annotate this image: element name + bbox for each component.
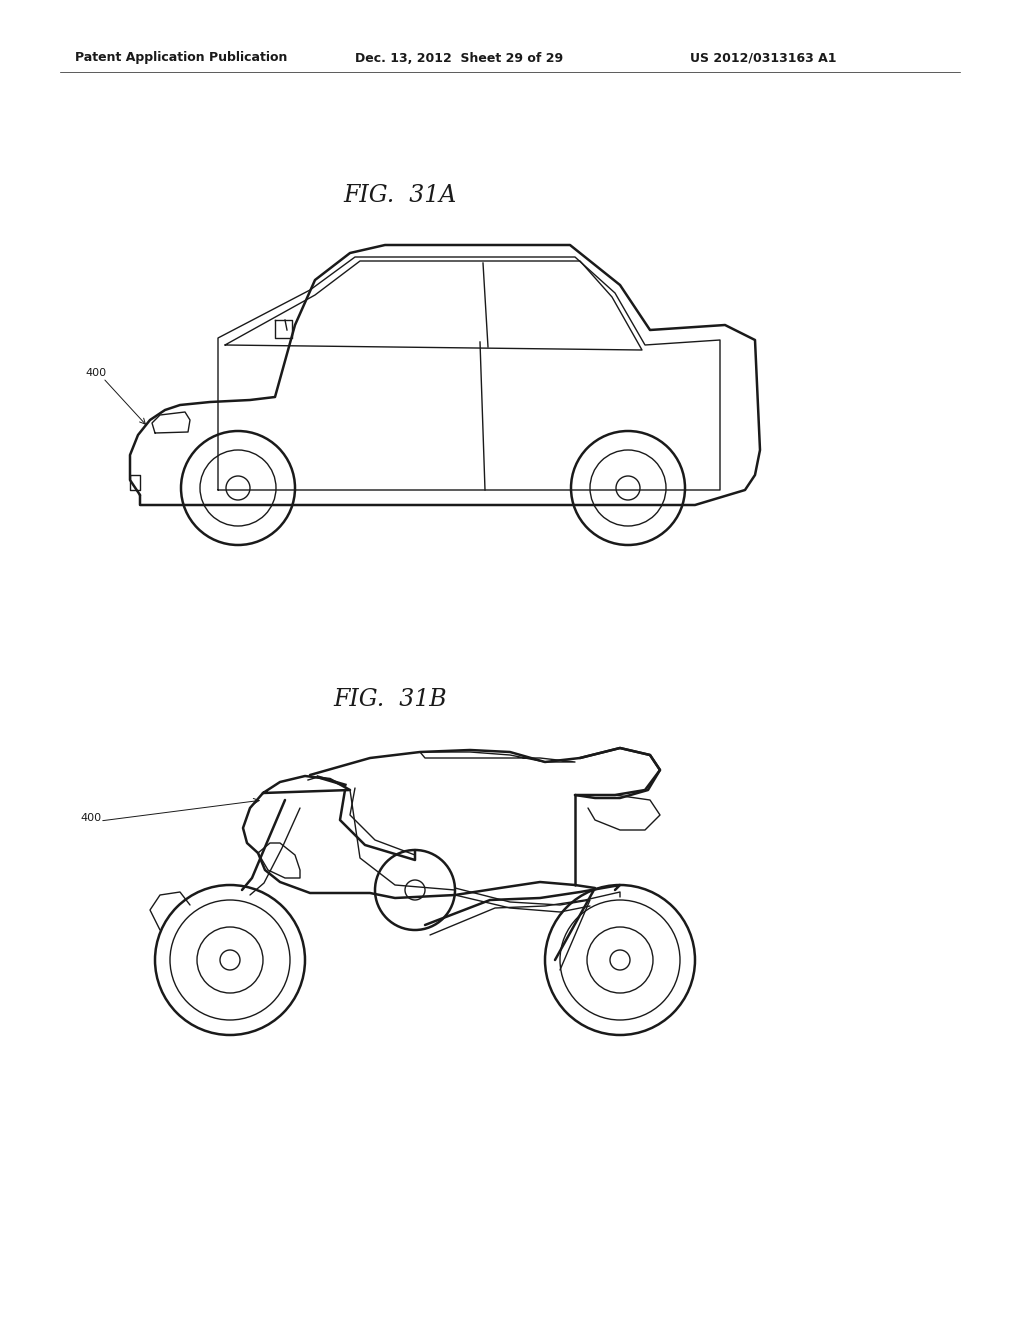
Text: US 2012/0313163 A1: US 2012/0313163 A1	[690, 51, 837, 65]
Text: FIG.  31A: FIG. 31A	[343, 183, 457, 206]
Text: FIG.  31B: FIG. 31B	[333, 689, 446, 711]
Text: 400: 400	[80, 813, 101, 822]
Text: Dec. 13, 2012  Sheet 29 of 29: Dec. 13, 2012 Sheet 29 of 29	[355, 51, 563, 65]
Text: Patent Application Publication: Patent Application Publication	[75, 51, 288, 65]
Text: 400: 400	[85, 368, 106, 378]
